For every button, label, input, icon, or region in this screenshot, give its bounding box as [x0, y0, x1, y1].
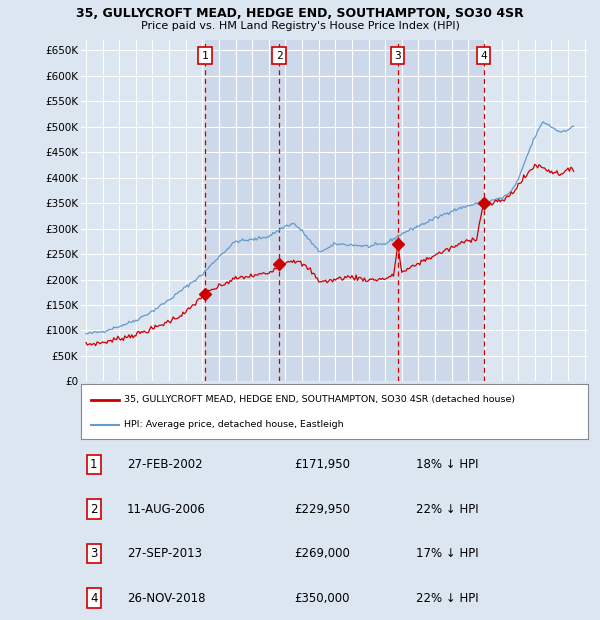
Text: Price paid vs. HM Land Registry's House Price Index (HPI): Price paid vs. HM Land Registry's House … — [140, 21, 460, 31]
Bar — [279, 40, 398, 381]
Text: 4: 4 — [480, 51, 487, 61]
Text: 22% ↓ HPI: 22% ↓ HPI — [416, 592, 478, 604]
Text: 1: 1 — [202, 51, 208, 61]
Text: 17% ↓ HPI: 17% ↓ HPI — [416, 547, 478, 560]
Text: 27-FEB-2002: 27-FEB-2002 — [127, 458, 202, 471]
Text: 18% ↓ HPI: 18% ↓ HPI — [416, 458, 478, 471]
Text: 2: 2 — [90, 503, 97, 515]
Text: 22% ↓ HPI: 22% ↓ HPI — [416, 503, 478, 515]
Bar — [398, 40, 484, 381]
Text: 11-AUG-2006: 11-AUG-2006 — [127, 503, 206, 515]
Text: £229,950: £229,950 — [294, 503, 350, 515]
Bar — [205, 40, 279, 381]
Text: 35, GULLYCROFT MEAD, HEDGE END, SOUTHAMPTON, SO30 4SR (detached house): 35, GULLYCROFT MEAD, HEDGE END, SOUTHAMP… — [124, 395, 515, 404]
Text: 35, GULLYCROFT MEAD, HEDGE END, SOUTHAMPTON, SO30 4SR: 35, GULLYCROFT MEAD, HEDGE END, SOUTHAMP… — [76, 7, 524, 20]
Text: 2: 2 — [276, 51, 283, 61]
Text: 27-SEP-2013: 27-SEP-2013 — [127, 547, 202, 560]
Text: £269,000: £269,000 — [294, 547, 350, 560]
Text: 4: 4 — [90, 592, 97, 604]
Text: 1: 1 — [90, 458, 97, 471]
Text: £171,950: £171,950 — [294, 458, 350, 471]
Text: HPI: Average price, detached house, Eastleigh: HPI: Average price, detached house, East… — [124, 420, 344, 429]
Text: 3: 3 — [394, 51, 401, 61]
Text: £350,000: £350,000 — [294, 592, 349, 604]
Text: 26-NOV-2018: 26-NOV-2018 — [127, 592, 205, 604]
Text: 3: 3 — [90, 547, 97, 560]
